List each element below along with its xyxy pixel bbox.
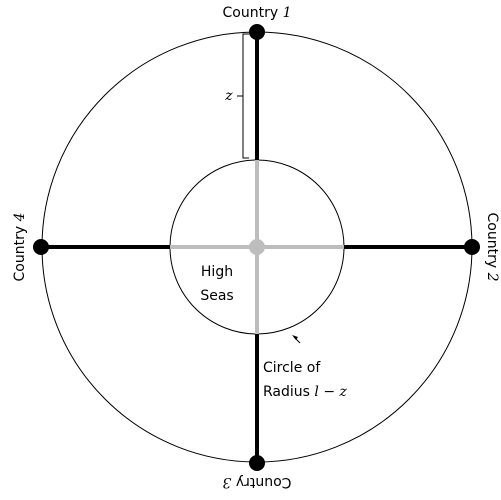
dot-4 — [33, 239, 49, 255]
arrow-head — [292, 335, 298, 340]
z-bracket — [237, 33, 249, 159]
country-2-label: Country 2 — [484, 213, 500, 282]
territorial-lines — [41, 32, 472, 462]
circle-label-line1: Circle of — [263, 360, 321, 376]
dot-1 — [249, 24, 265, 40]
circle-label-line2: Radius l − z — [263, 384, 348, 400]
country-4-label: Country 4 — [12, 213, 28, 282]
label-word: Country — [236, 474, 292, 490]
label-number: 3 — [222, 474, 231, 490]
dot-2 — [464, 239, 480, 255]
high-seas-line2: Seas — [200, 288, 233, 304]
label-number: 2 — [484, 272, 500, 282]
label-word: Country — [12, 226, 28, 282]
center-dot — [249, 239, 265, 255]
radius-word: Radius — [263, 384, 310, 400]
label-number: 4 — [12, 213, 28, 223]
country-3-label: Country 3 — [222, 474, 291, 490]
dot-3 — [249, 455, 265, 471]
label-word: Country — [223, 5, 279, 21]
label-word: Country — [484, 213, 500, 269]
radius-math: l − z — [314, 384, 347, 400]
high-seas-line1: High — [201, 264, 233, 280]
z-label: z — [224, 88, 233, 104]
country-1-label: Country 1 — [223, 5, 292, 21]
label-number: 1 — [283, 5, 292, 21]
